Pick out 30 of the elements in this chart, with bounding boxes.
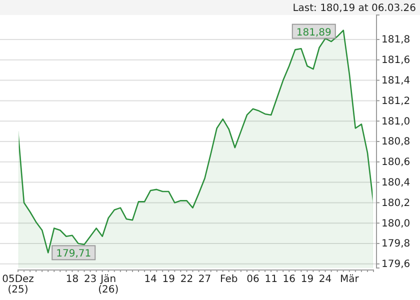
y-tick-label: 181,0	[382, 116, 410, 128]
x-tick-label: 24	[318, 274, 332, 286]
x-tick-label: Mär	[340, 274, 360, 286]
annotation: 181,89	[296, 27, 332, 38]
y-tick-label: 179,6	[382, 259, 410, 270]
x-tick-label: 27	[198, 274, 212, 286]
x-tick-label: Feb	[220, 274, 238, 286]
y-tick-label: 180,2	[382, 198, 410, 209]
x-tick-label: 05Dez(25)	[2, 274, 34, 296]
y-tick-label: 179,8	[382, 238, 410, 250]
annotation: 179,71	[56, 248, 92, 260]
y-tick-label: 181,8	[382, 34, 410, 46]
x-tick-label: 19	[162, 274, 176, 286]
x-tick-label: 16	[282, 274, 296, 286]
y-tick-label: 181,2	[382, 96, 410, 107]
y-tick-label: 180,4	[382, 178, 410, 189]
text: Last: 180,19 at 06.03.26	[292, 3, 416, 14]
x-tick-label: 18	[66, 274, 79, 286]
x-tick-label: 11	[264, 274, 278, 286]
x-tick-label: 14	[144, 274, 157, 286]
x-tick-label: 22	[180, 274, 194, 286]
x-tick-label: 23	[84, 274, 97, 286]
y-tick-label: 180,6	[382, 157, 410, 168]
y-tick-label: 180,0	[382, 218, 410, 230]
y-tick-label: 181,6	[382, 55, 410, 66]
x-tick-label: Jän(26)	[98, 274, 119, 296]
x-tick-label: 06	[246, 274, 260, 286]
y-tick-label: 181,4	[382, 75, 410, 86]
x-tick-label: 19	[300, 274, 314, 286]
y-tick-label: 180,8	[382, 136, 410, 148]
